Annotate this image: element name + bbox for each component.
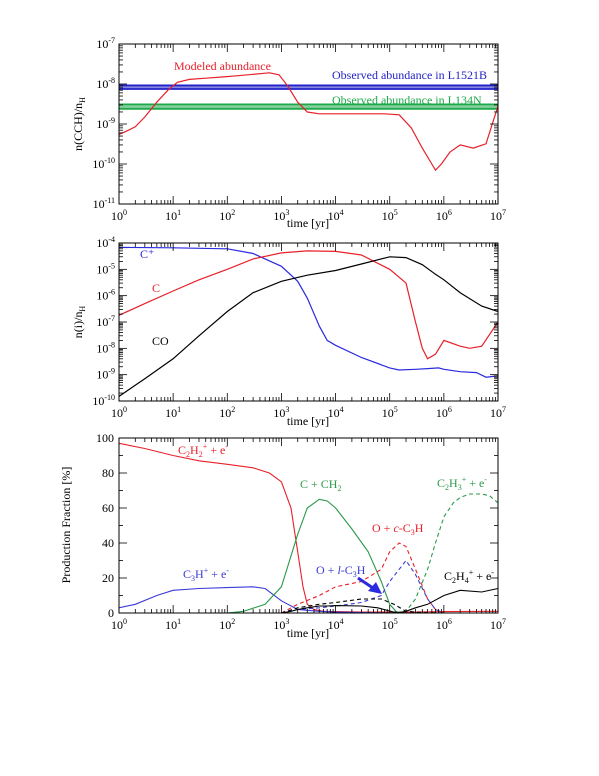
y-tick-label: 10-6 [96,288,115,303]
production-fraction-panel: 100 101 102 103 104 105 106 107 0 20 40 60 80 100 time… [59,431,506,640]
arrow-head-icon [368,582,382,594]
x-axis-label: time [yr] [287,216,329,230]
cch-abundance-panel: 100 101 102 103 104 105 106 107 10-11 10-10 10-9 10… [71,36,506,230]
x-tick-label: 100 [111,208,127,223]
y-tick-label: 10-11 [93,196,115,211]
y-tick-label: 80 [102,466,114,480]
reaction-label: C + CH2 [300,477,341,493]
species-abundance-panel: 100 101 102 103 104 105 106 107 10-10 10-9 10-8 10-… [71,235,506,428]
reaction-label: C2H2+ + e- [178,442,228,459]
x-tick-label: 106 [436,208,452,223]
production-line [118,442,499,613]
y-tick-label: 10-9 [96,116,115,131]
production-line [281,542,445,614]
annotation-label: Modeled abundance [174,59,271,73]
reaction-label: C2H4+ + e- [444,568,494,585]
species-label: C [152,281,160,295]
y-axis-label: Production Fraction [%] [59,467,73,584]
x-tick-label: 101 [165,208,181,223]
x-tick-label: 104 [328,208,344,223]
x-tick-label: 103 [273,208,289,223]
species-line [118,256,499,397]
y-tick-label: 10-8 [96,76,115,91]
x-tick-label: 104 [328,405,344,420]
production-line [227,498,400,614]
y-axis-label: n(CCH)/nH [71,97,87,151]
y-tick-label: 10-7 [96,36,115,51]
production-line [281,559,445,614]
plot-frame [118,437,499,614]
x-tick-label: 105 [382,405,398,420]
x-tick-label: 106 [436,617,452,632]
x-tick-label: 102 [219,405,235,420]
y-tick-label: 10-9 [96,367,115,382]
species-label: C⁺ [140,247,154,261]
species-line [118,250,499,360]
x-tick-label: 102 [219,617,235,632]
modeled-cch-line [118,72,499,172]
x-tick-label: 100 [111,617,127,632]
x-axis-label: time [yr] [287,626,329,640]
y-tick-label: 0 [108,606,114,620]
x-tick-label: 104 [328,617,344,632]
x-tick-label: 106 [436,405,452,420]
x-tick-label: 103 [273,405,289,420]
x-tick-label: 105 [382,208,398,223]
x-tick-label: 100 [111,405,127,420]
species-line [118,246,499,378]
reaction-label: O + l-C3H [316,563,366,579]
x-tick-label: 103 [273,617,289,632]
y-tick-label: 10-8 [96,340,115,355]
x-tick-label: 107 [490,617,506,632]
plot-frame [118,242,499,402]
x-tick-label: 105 [382,617,398,632]
l1521b-band [119,85,498,89]
x-tick-label: 102 [219,208,235,223]
reaction-label: O + c-C3H [372,521,424,537]
annotation-label: Observed abundance in L134N [332,93,482,107]
y-tick-label: 100 [96,431,114,445]
production-line [389,493,499,614]
y-tick-label: 40 [102,536,114,550]
reaction-label: C2H3+ + e- [437,475,487,492]
production-line-unlabeled [281,598,444,614]
species-label: CO [152,334,169,348]
y-tick-label: 60 [102,501,114,515]
x-tick-label: 101 [165,405,181,420]
y-tick-label: 10-10 [92,393,115,408]
y-tick-label: 10-7 [96,314,115,329]
y-tick-label: 10-10 [92,156,115,171]
y-axis-label: n(i)/nH [71,306,87,339]
reaction-label: C3H+ + e- [183,566,229,583]
x-tick-label: 107 [490,405,506,420]
x-axis-label: time [yr] [287,414,329,428]
annotation-label: Observed abundance in L1521B [332,68,487,82]
l134n-band [119,104,498,109]
y-tick-label: 20 [102,571,114,585]
y-tick-label: 10-5 [96,261,115,276]
x-tick-label: 107 [490,208,506,223]
y-tick-label: 10-4 [96,235,115,250]
x-tick-label: 101 [165,617,181,632]
